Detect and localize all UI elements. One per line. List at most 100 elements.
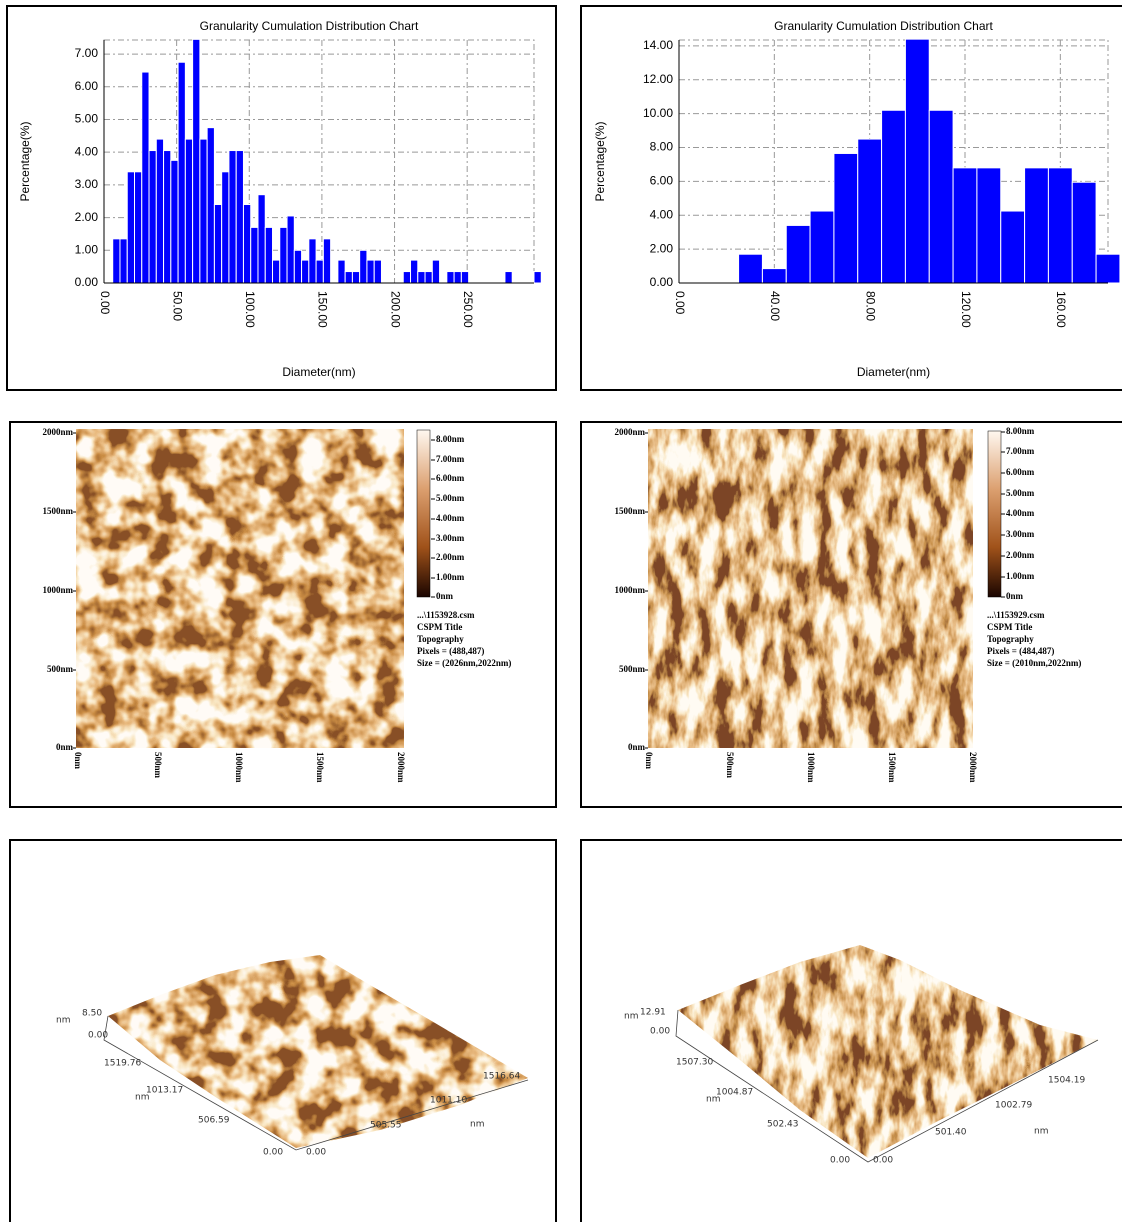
y-axis-label: 1500nm xyxy=(42,506,73,516)
x-tick-label: 40.00 xyxy=(768,291,782,321)
y-tick-label: 6.00 xyxy=(650,174,674,188)
colorbar-label: 1.00nm xyxy=(1006,571,1035,581)
colorbar-label: 8.00nm xyxy=(1006,426,1035,436)
bar xyxy=(453,271,462,284)
surface-axis-label: 12.91 xyxy=(640,1008,666,1018)
y-axis-label: 500nm xyxy=(619,664,646,674)
y-tick-label: 2.00 xyxy=(650,241,674,255)
surface-axis-label: 0.00 xyxy=(88,1031,108,1041)
bar xyxy=(308,238,317,284)
file-info: Size = (2010nm,2022nm) xyxy=(987,658,1081,668)
y-tick-label: 6.00 xyxy=(75,79,99,93)
x-tick-label: 160.00 xyxy=(1054,291,1068,328)
bar xyxy=(460,271,470,284)
bar xyxy=(1071,181,1097,284)
bar xyxy=(928,109,954,284)
y-tick-label: 10.00 xyxy=(643,106,673,120)
x-axis-label: 1500nm xyxy=(315,752,325,783)
bar xyxy=(221,171,230,284)
bar xyxy=(199,138,208,284)
x-axis-label: 1000nm xyxy=(806,752,816,783)
bar xyxy=(1024,167,1049,284)
chart-title: Granularity Cumulation Distribution Char… xyxy=(200,19,419,33)
x-tick-label: 250.00 xyxy=(461,291,475,328)
y-tick-label: 0.00 xyxy=(75,275,99,289)
surface-axis-label: 1011.10 xyxy=(430,1096,467,1106)
bar xyxy=(373,259,382,284)
bar xyxy=(250,226,259,284)
y-axis-label: Percentage(%) xyxy=(18,121,32,201)
colorbar-label: 1.00nm xyxy=(436,572,465,582)
surface-axis-label: 0.00 xyxy=(263,1148,283,1158)
afm-image xyxy=(648,429,973,748)
colorbar-label: 7.00nm xyxy=(1006,446,1035,456)
bar xyxy=(833,152,859,284)
surface-axis-label: nm xyxy=(706,1095,720,1105)
bar xyxy=(809,210,835,284)
x-tick-label: 50.00 xyxy=(170,291,184,321)
surface-axis-label: 0.00 xyxy=(830,1156,850,1166)
colorbar-label: 6.00nm xyxy=(436,473,465,483)
bar xyxy=(301,259,310,284)
y-tick-label: 0.00 xyxy=(650,275,674,289)
x-tick-label: 100.00 xyxy=(243,291,257,328)
bar xyxy=(976,167,1002,284)
bar xyxy=(126,171,136,284)
x-axis-label: 1000nm xyxy=(234,752,244,783)
colorbar-label: 3.00nm xyxy=(1006,529,1035,539)
x-tick-label: 150.00 xyxy=(316,291,330,328)
surface-axis-label: 0.00 xyxy=(650,1027,670,1037)
colorbar-label: 2.00nm xyxy=(1006,550,1035,560)
colorbar xyxy=(987,430,1002,598)
surface-axis-label: nm xyxy=(624,1012,638,1022)
bar xyxy=(213,204,223,284)
y-tick-label: 5.00 xyxy=(75,112,99,126)
x-axis-label: 500nm xyxy=(153,752,163,779)
bar xyxy=(410,259,419,284)
surface-axis-label: 1013.17 xyxy=(146,1086,183,1096)
y-axis-label: 0nm xyxy=(628,742,646,752)
y-tick-label: 7.00 xyxy=(75,46,99,60)
bar xyxy=(351,271,361,284)
y-axis-label: 1000nm xyxy=(614,585,645,595)
y-axis-label: 1000nm xyxy=(42,585,73,595)
x-tick-label: 0.00 xyxy=(673,291,687,315)
y-tick-label: 3.00 xyxy=(75,177,99,191)
bar xyxy=(315,259,324,284)
colorbar-label: 7.00nm xyxy=(436,454,465,464)
x-axis-label: 0nm xyxy=(73,752,83,770)
panel-borders xyxy=(6,5,1122,1222)
bar xyxy=(1000,210,1026,284)
file-info: Size = (2026nm,2022nm) xyxy=(417,658,511,668)
y-axis-label: Percentage(%) xyxy=(593,121,607,201)
bar xyxy=(738,253,763,284)
afm-image xyxy=(76,429,404,748)
bar xyxy=(177,61,186,284)
y-axis-label: 2000nm xyxy=(614,427,645,437)
bar xyxy=(431,259,441,284)
bar xyxy=(761,268,787,284)
bar xyxy=(272,259,281,284)
y-tick-label: 14.00 xyxy=(643,38,673,52)
bar xyxy=(163,150,172,284)
bar xyxy=(366,259,375,284)
colorbar-label: 2.00nm xyxy=(436,552,465,562)
bar xyxy=(228,150,237,284)
surface-axis-label: 501.40 xyxy=(935,1128,967,1138)
bar xyxy=(192,38,201,284)
surface-axis-label: nm xyxy=(470,1120,484,1130)
colorbar-label: 0nm xyxy=(1006,591,1024,601)
bar xyxy=(141,71,150,284)
surface-axis-label: nm xyxy=(135,1093,149,1103)
surface-axis-label: 8.50 xyxy=(82,1009,102,1019)
y-tick-label: 12.00 xyxy=(643,72,673,86)
bar xyxy=(264,226,274,284)
surface-axis-label: 0.00 xyxy=(306,1148,326,1158)
bar xyxy=(402,271,412,284)
bar xyxy=(170,159,179,284)
file-info: Topography xyxy=(987,634,1034,644)
bar xyxy=(1095,253,1121,284)
bar xyxy=(1047,167,1073,284)
bar xyxy=(155,138,165,284)
x-axis-label: 2000nm xyxy=(968,752,978,783)
